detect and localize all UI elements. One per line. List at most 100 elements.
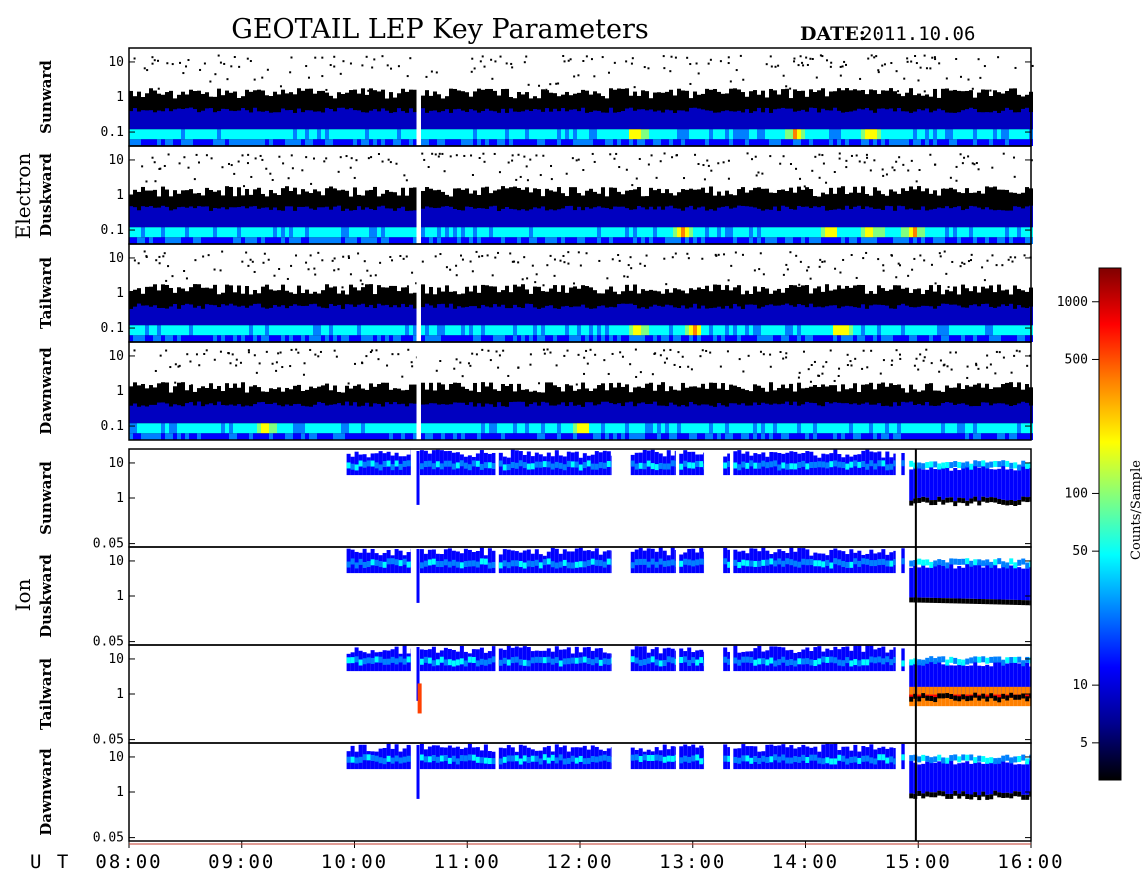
noise-dot bbox=[515, 178, 518, 181]
spectrum-column bbox=[913, 423, 917, 434]
spectrum-column bbox=[553, 423, 557, 434]
spectrum-column bbox=[853, 325, 857, 336]
spectrum-column bbox=[586, 460, 591, 467]
noise-dot bbox=[575, 383, 578, 386]
spectrum-column bbox=[733, 423, 737, 434]
spectrum-column bbox=[265, 237, 269, 244]
spectrum-column bbox=[485, 325, 489, 336]
spectrum-column bbox=[621, 406, 625, 424]
spectrum-column bbox=[613, 129, 617, 140]
spectrum-column bbox=[997, 423, 1001, 434]
spectrum-column bbox=[981, 237, 985, 244]
spectrum-column bbox=[853, 139, 857, 146]
spectrum-column bbox=[397, 237, 401, 244]
spectrum-column bbox=[781, 560, 786, 567]
spectrum-column bbox=[221, 304, 225, 326]
spectrum-column bbox=[449, 237, 453, 244]
noise-dot bbox=[371, 349, 374, 352]
spectrum-column bbox=[345, 423, 349, 434]
spectrum-column bbox=[781, 423, 785, 434]
noise-dot bbox=[498, 171, 501, 174]
noise-dot bbox=[219, 61, 222, 64]
noise-dot bbox=[563, 60, 566, 63]
spectrum-column bbox=[285, 433, 289, 440]
spectrum-column bbox=[829, 433, 833, 440]
spectrum-column bbox=[753, 462, 758, 469]
spectrum-column bbox=[413, 423, 417, 434]
spectrum-column bbox=[313, 433, 317, 440]
spectrum-column bbox=[433, 307, 437, 326]
spectrum-column bbox=[465, 404, 469, 424]
spectrum-column bbox=[249, 227, 253, 238]
noise-dot bbox=[397, 65, 400, 68]
noise-dot bbox=[663, 361, 666, 364]
spectrum-column bbox=[241, 129, 245, 140]
spectrum-column bbox=[189, 335, 193, 342]
spectrum-column bbox=[621, 325, 625, 336]
spectrum-column bbox=[305, 305, 309, 326]
spectrum-column bbox=[165, 325, 169, 336]
spectrum-column bbox=[665, 237, 669, 244]
spectrum-column bbox=[677, 237, 681, 244]
noise-dot bbox=[919, 66, 922, 69]
spectrum-column bbox=[409, 433, 413, 440]
spectrum-column bbox=[925, 108, 929, 130]
noise-dot bbox=[387, 158, 390, 161]
spectrum-column bbox=[637, 205, 641, 228]
spectrum-column bbox=[429, 110, 433, 130]
spectrum-column bbox=[574, 548, 579, 574]
spectrum-column bbox=[153, 227, 157, 238]
noise-dot bbox=[563, 354, 566, 357]
spectrum-column bbox=[361, 129, 365, 140]
spectrum-column bbox=[509, 208, 513, 228]
spectrum-column bbox=[357, 433, 361, 440]
spectrum-column bbox=[957, 461, 962, 468]
noise-dot bbox=[967, 155, 970, 158]
noise-dot bbox=[890, 363, 893, 366]
spectrum-column bbox=[273, 227, 277, 238]
spectrum-column bbox=[1001, 139, 1005, 146]
spectrum-column bbox=[477, 335, 481, 342]
spectrum-column bbox=[165, 227, 169, 238]
spectrum-column bbox=[953, 325, 957, 336]
spectrum-column bbox=[445, 325, 449, 336]
spectrum-column bbox=[1021, 227, 1025, 238]
spectrum-column bbox=[817, 433, 821, 440]
noise-dot bbox=[707, 164, 710, 167]
spectrum-column bbox=[481, 423, 485, 434]
spectrum-column bbox=[869, 110, 873, 130]
spectrum-column bbox=[709, 227, 713, 238]
spectrum-column bbox=[869, 305, 873, 326]
spectrum-column bbox=[813, 560, 818, 567]
spectrum-column bbox=[845, 139, 849, 146]
spectrum-column bbox=[385, 208, 389, 228]
noise-dot bbox=[158, 262, 161, 265]
noise-dot bbox=[997, 56, 1000, 59]
spectrum-column bbox=[797, 325, 801, 336]
spectrum-column bbox=[517, 307, 521, 326]
spectrum-column bbox=[225, 227, 229, 238]
spectrum-column bbox=[701, 237, 705, 244]
spectrum-column bbox=[493, 304, 497, 326]
spectrum-column bbox=[773, 433, 777, 440]
spectrum-column bbox=[857, 227, 861, 238]
spectrum-column bbox=[169, 227, 173, 238]
noise-dot bbox=[919, 353, 922, 356]
spectrum-column bbox=[473, 208, 477, 228]
spectrum-column bbox=[457, 237, 461, 244]
spectrum-column bbox=[749, 560, 754, 567]
spectrum-column bbox=[493, 325, 497, 336]
spectrum-column bbox=[381, 335, 385, 342]
spectrum-column bbox=[677, 139, 681, 146]
spectrum-column bbox=[721, 308, 725, 326]
spectrum-column bbox=[969, 139, 973, 146]
spectrum-column bbox=[533, 237, 537, 244]
spectrum-column bbox=[553, 108, 557, 130]
spectrum-column bbox=[677, 308, 681, 326]
noise-dot bbox=[427, 166, 430, 169]
spectrum-column bbox=[157, 237, 161, 244]
spectrum-column bbox=[566, 460, 571, 467]
spectrum-column bbox=[197, 227, 201, 238]
spectrum-column bbox=[905, 237, 909, 244]
spectrum-column bbox=[385, 129, 389, 140]
